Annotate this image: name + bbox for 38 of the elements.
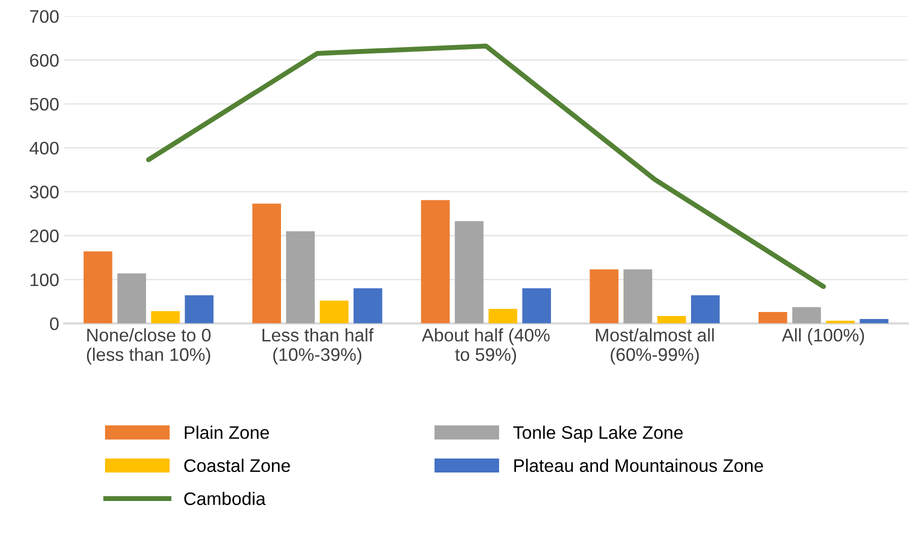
legend-label: Plateau and Mountainous Zone xyxy=(514,458,764,472)
bar xyxy=(590,269,618,324)
y-tick-label: 400 xyxy=(30,142,59,155)
bar xyxy=(354,288,382,324)
bar xyxy=(320,300,348,324)
x-tick-label: All (100%) xyxy=(782,328,864,346)
y-tick-label: 600 xyxy=(30,54,59,67)
bar xyxy=(151,311,180,324)
bar xyxy=(758,312,788,324)
y-tick-label: 0 xyxy=(50,317,59,330)
y-tick-label: 700 xyxy=(30,10,59,23)
legend-label: Tonle Sap Lake Zone xyxy=(513,426,683,443)
bar xyxy=(792,307,821,324)
bar xyxy=(184,295,214,324)
bar xyxy=(454,221,484,324)
x-tick-label: Most/almost all (60%-99%) xyxy=(596,328,714,365)
bar xyxy=(691,295,720,324)
legend-label: Coastal Zone xyxy=(184,458,290,472)
x-tick-label: About half (40% to 59%) xyxy=(422,328,550,365)
bar xyxy=(286,231,315,324)
bar xyxy=(117,273,146,324)
bar xyxy=(252,204,282,324)
x-tick-label: Less than half (10%-39%) xyxy=(262,328,374,365)
line-series xyxy=(146,44,826,289)
y-tick-label: 500 xyxy=(30,98,59,111)
y-tick-label: 100 xyxy=(30,273,59,286)
bar xyxy=(421,200,450,324)
bar xyxy=(522,288,551,324)
legend-label: Cambodia xyxy=(184,492,266,506)
bar xyxy=(657,316,686,324)
x-tick-label: None/close to 0 (less than 10%) xyxy=(86,328,211,365)
legend-label: Plain Zone xyxy=(184,426,269,439)
y-tick-label: 200 xyxy=(30,230,59,242)
bar xyxy=(860,319,888,324)
y-tick-label: 300 xyxy=(30,186,59,198)
bar xyxy=(488,308,518,324)
bar xyxy=(624,269,652,324)
bar xyxy=(84,251,112,324)
